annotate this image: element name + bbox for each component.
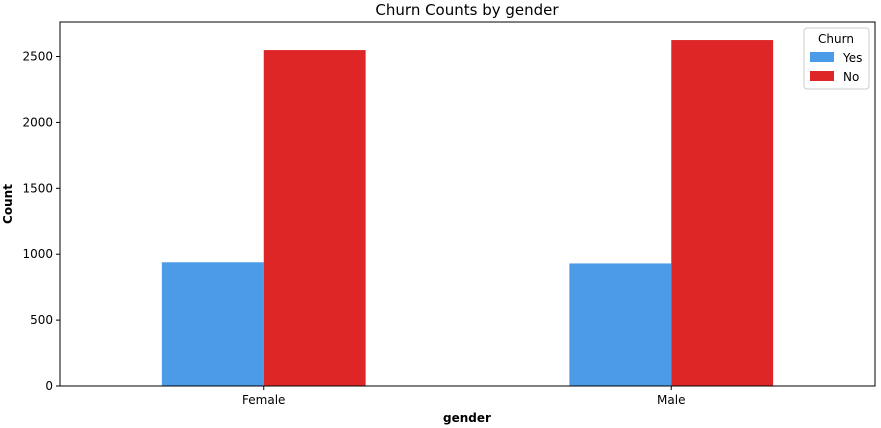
bars-group [161,40,774,387]
chart-title: Churn Counts by gender [375,1,559,19]
y-tick-label: 1500 [22,181,53,195]
bar-no-female [263,50,366,387]
bar-yes-female [161,262,264,386]
bar-no-male [671,40,774,387]
bar-yes-male [569,263,672,386]
y-axis: 0 500 1000 1500 2000 2500 [22,50,60,393]
legend-title: Churn [818,32,854,46]
y-tick-label: 2000 [22,115,53,129]
legend-swatch-yes [810,52,834,62]
legend-label-no: No [843,70,859,84]
x-tick-label: Male [657,393,685,407]
y-tick-label: 0 [45,379,53,393]
legend: Churn Yes No [803,27,870,90]
y-tick-label: 1000 [22,247,53,261]
x-axis-label: gender [443,411,491,425]
y-axis-label: Count [1,184,15,224]
x-tick-label: Female [242,393,285,407]
plot-frame [59,21,876,387]
y-tick-label: 500 [30,313,53,327]
legend-label-yes: Yes [842,51,862,65]
x-axis: Female Male [242,386,685,407]
legend-swatch-no [810,71,834,81]
y-tick-label: 2500 [22,50,53,64]
